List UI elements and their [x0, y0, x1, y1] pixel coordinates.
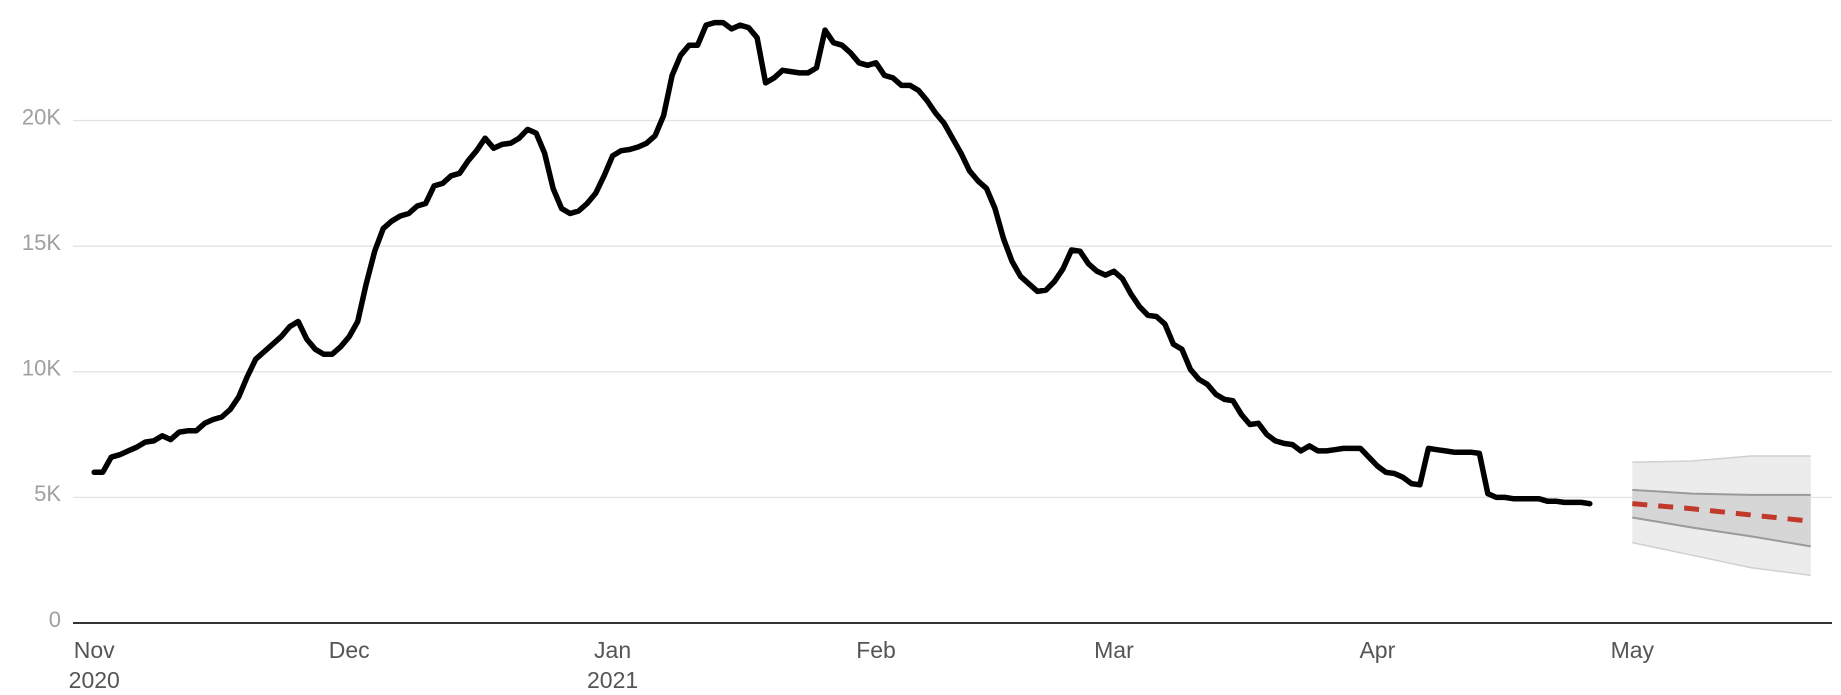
y-tick-label: 5K [34, 481, 61, 506]
y-tick-label: 20K [22, 104, 61, 129]
y-tick-label: 15K [22, 230, 61, 255]
x-tick-label: Dec [329, 637, 370, 663]
y-tick-label: 0 [49, 607, 61, 632]
x-tick-year: 2020 [69, 667, 120, 693]
forecast-median [1632, 501, 1812, 524]
x-tick-year: 2021 [587, 667, 638, 693]
outer-lower-line [1632, 541, 1811, 577]
data-line [91, 19, 1593, 507]
x-tick-label: Nov [74, 637, 115, 663]
x-tick-label: Feb [856, 637, 896, 663]
outer-upper-line [1632, 455, 1811, 463]
y-tick-label: 10K [22, 356, 61, 381]
x-tick-label: Jan [594, 637, 631, 663]
x-tick-label: May [1611, 637, 1655, 663]
inner-lower-line [1632, 516, 1811, 548]
inner-band [1632, 489, 1811, 547]
x-tick-label: Apr [1359, 637, 1395, 663]
inner-upper-line [1632, 488, 1811, 496]
x-tick-label: Mar [1094, 637, 1134, 663]
